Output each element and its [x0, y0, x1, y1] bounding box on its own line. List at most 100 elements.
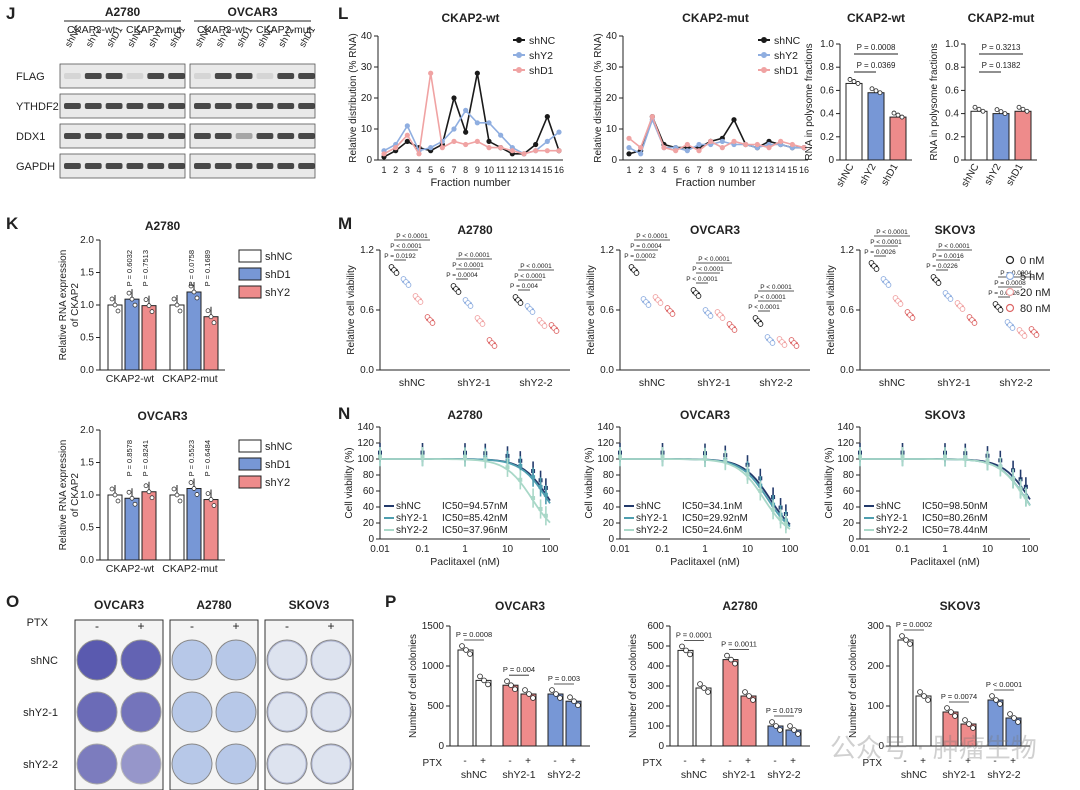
ptx-sign: - [773, 756, 776, 767]
viability-dot [997, 307, 1004, 313]
colony-chart-title: OVCAR3 [495, 599, 545, 613]
colony-dot [966, 721, 972, 727]
legend-label: shY2-1 [636, 513, 668, 524]
polysome-point [556, 148, 562, 154]
dose-point [660, 454, 665, 459]
blot-protein-label: DDX1 [16, 131, 45, 143]
polysome-bar-ytick-label: 0.2 [945, 132, 959, 143]
panel-label-o: O [6, 592, 20, 611]
polysome-ytick-label: 0 [366, 155, 372, 166]
colony-category-label: shY2-2 [987, 769, 1020, 781]
polysome-xtick-label: 7 [451, 165, 456, 175]
colony-ytick-label: 300 [867, 621, 884, 632]
rna-p-label: P = 0.7513 [141, 250, 150, 286]
polysome-point [509, 148, 515, 154]
colony-dot [970, 725, 976, 731]
legend-label: shNC [265, 251, 293, 263]
polysome-xtick-label: 11 [741, 165, 750, 175]
polysome-bar-category: shNC [960, 162, 982, 189]
rna-ytick-label: 1.5 [80, 458, 94, 469]
dose-point [771, 507, 776, 512]
polysome-point [754, 141, 760, 148]
rna-bar-dot [129, 296, 135, 302]
polysome-ytick-label: 40 [606, 31, 618, 42]
rna-bar-dot [194, 295, 200, 301]
viability-chart-title: A2780 [457, 223, 493, 237]
polysome-series-line [383, 73, 559, 157]
dose-xtick-label: 10 [742, 544, 754, 555]
colony-dot [485, 681, 491, 688]
rna-bar-dot [132, 501, 138, 507]
polysome-xtick-label: 8 [708, 165, 713, 175]
ptx-sign: + [965, 756, 971, 767]
rna-bar [186, 488, 202, 561]
polysome-xtick-label: 1 [626, 165, 631, 175]
colony-ytick-label: 200 [867, 661, 884, 672]
sig-p-label: P = 0.0008 [994, 280, 1026, 287]
polysome-bar-dot [855, 81, 861, 86]
rna-bar-dot [143, 483, 149, 489]
colony-ytick-label: 200 [647, 701, 664, 712]
rna-ytick-label: 0.0 [80, 555, 94, 566]
blot-band [105, 163, 123, 169]
colony-dot [504, 678, 510, 684]
sig-p-label: P < 0.0001 [986, 680, 1022, 689]
colony-dot [697, 681, 703, 687]
colony-dish [76, 639, 118, 681]
polysome-point [766, 145, 772, 151]
ptx-sign: - [95, 619, 99, 633]
colony-dot [530, 695, 536, 701]
dose-ytick-label: 80 [363, 470, 375, 481]
colony-dot [575, 702, 581, 708]
rna-bar-dot [188, 283, 194, 289]
dose-xtick-label: 0.01 [610, 544, 630, 555]
polysome-point [463, 107, 469, 113]
polysome-point [486, 120, 492, 126]
colony-ytick-label: 100 [647, 721, 664, 732]
rna-expression-panel: A2780 0.0 0.5 1.0 1.5 2.0 Relative RNA express… [58, 219, 293, 575]
rna-bar-dot [109, 486, 115, 492]
dose-point [900, 454, 905, 459]
colony-dot [732, 660, 738, 667]
polysome-xtick-label: 15 [787, 165, 797, 175]
colony-dot [907, 641, 913, 647]
polysome-bar-ytick-label: 0.4 [820, 109, 834, 120]
blot-band [214, 103, 232, 109]
dose-ytick-label: 120 [837, 438, 854, 449]
dose-ic50-label: IC50=80.26nM [922, 513, 988, 524]
legend-label: 5 nM [1020, 271, 1044, 283]
ptx-sign: + [745, 756, 751, 767]
polysome-bar [889, 116, 907, 161]
polysome-bar-ytick-label: 0.6 [820, 85, 834, 96]
dose-xlabel: Paclitaxel (nM) [430, 556, 499, 568]
blot-group-title: A2780 [105, 5, 141, 19]
colony-bar [740, 695, 757, 747]
viability-dot [429, 320, 436, 326]
colony-bar [520, 693, 537, 747]
polysome-bar-dot [1002, 111, 1008, 116]
blot-band [126, 163, 144, 169]
polysome-ytick-label: 30 [606, 62, 618, 73]
colony-dot [944, 705, 950, 711]
viability-dot [793, 343, 800, 349]
dish-row-label: shY2-1 [23, 707, 58, 719]
polysome-point [486, 145, 492, 151]
polysome-point [428, 145, 434, 151]
colony-dot [477, 673, 483, 680]
blot-band [168, 103, 185, 109]
colony-dish [171, 639, 213, 681]
blot-band [84, 103, 102, 109]
polysome-bar-ytick-label: 0.4 [945, 109, 959, 120]
legend-label: shY2-2 [636, 525, 668, 536]
viability-dot [731, 327, 738, 333]
ptx-sign: - [285, 619, 289, 633]
dose-point [943, 454, 947, 459]
blot-band [277, 163, 295, 169]
dose-ylabel: Cell viability (%) [584, 447, 595, 518]
dose-xtick-label: 1 [942, 544, 948, 555]
panel-label-p: P [385, 592, 397, 611]
blot-band [147, 163, 165, 169]
colony-dot [925, 697, 931, 703]
